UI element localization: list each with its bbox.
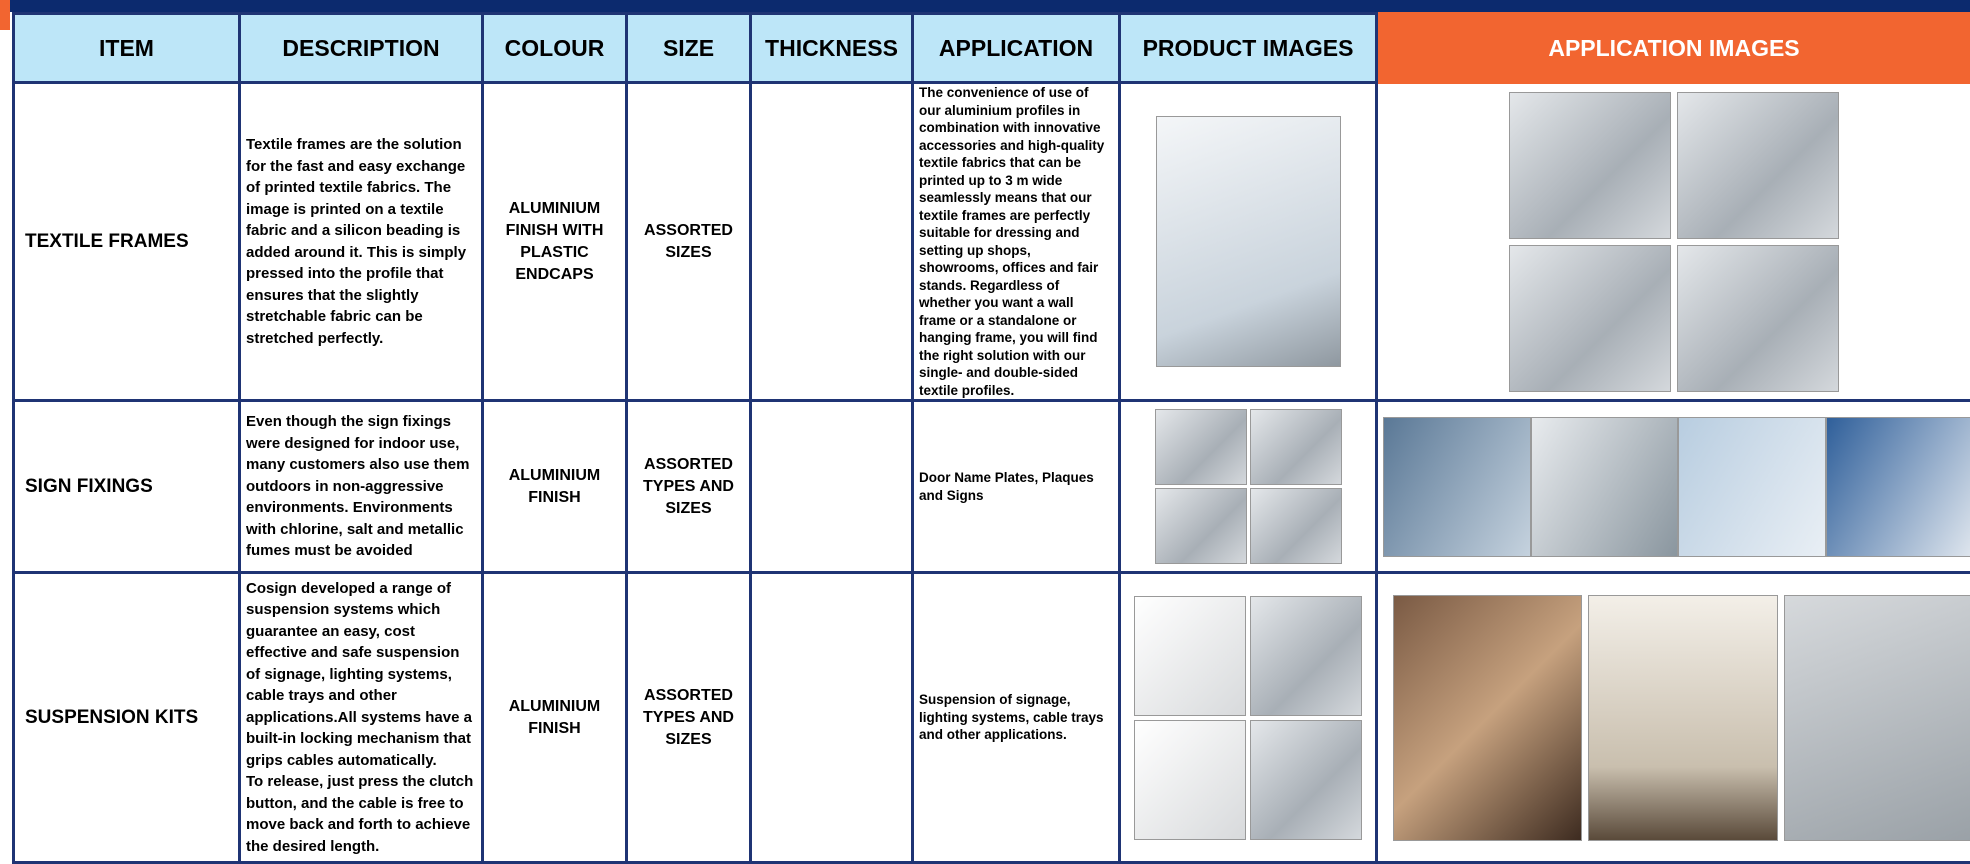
thickness — [751, 83, 913, 401]
application-image — [1393, 595, 1582, 841]
product-image — [1156, 116, 1341, 367]
row: SIGN FIXINGS Even though the sign fixing… — [14, 401, 1970, 573]
product-image — [1250, 488, 1342, 564]
application-image — [1509, 92, 1671, 239]
row: TEXTILE FRAMES Textile frames are the so… — [14, 83, 1970, 401]
application-image — [1383, 417, 1531, 557]
description: Textile frames are the solution for the … — [240, 83, 483, 401]
header-cell: APPLICATION IMAGES — [1377, 14, 1970, 83]
header-cell: ITEM — [14, 14, 240, 83]
application-image — [1784, 595, 1970, 841]
application-image — [1677, 245, 1839, 392]
description: Even though the sign fixings were design… — [240, 401, 483, 573]
application-images — [1377, 401, 1970, 573]
application-image — [1531, 417, 1679, 557]
item: SUSPENSION KITS — [14, 573, 240, 863]
colour: ALUMINIUM FINISH — [483, 401, 627, 573]
header-cell: DESCRIPTION — [240, 14, 483, 83]
product-table: ITEM DESCRIPTION COLOUR SIZE THICKNESS A… — [12, 12, 1970, 864]
application-image — [1677, 92, 1839, 239]
row: SUSPENSION KITS Cosign developed a range… — [14, 573, 1970, 863]
header-cell: PRODUCT IMAGES — [1120, 14, 1377, 83]
item: TEXTILE FRAMES — [14, 83, 240, 401]
product-images — [1120, 573, 1377, 863]
size: ASSORTED TYPES AND SIZES — [627, 573, 751, 863]
product-image — [1155, 488, 1247, 564]
size: ASSORTED TYPES AND SIZES — [627, 401, 751, 573]
header-row: ITEM DESCRIPTION COLOUR SIZE THICKNESS A… — [14, 14, 1970, 83]
product-images — [1120, 83, 1377, 401]
product-image — [1155, 409, 1247, 485]
size: ASSORTED SIZES — [627, 83, 751, 401]
thickness — [751, 573, 913, 863]
product-image — [1250, 409, 1342, 485]
application-images — [1377, 83, 1970, 401]
product-images — [1120, 401, 1377, 573]
product-image — [1134, 720, 1246, 840]
application-image — [1588, 595, 1777, 841]
application: The convenience of use of our aluminium … — [913, 83, 1120, 401]
application-image — [1826, 417, 1970, 557]
description: Cosign developed a range of suspension s… — [240, 573, 483, 863]
corner-accent — [0, 0, 10, 30]
colour: ALUMINIUM FINISH WITH PLASTIC ENDCAPS — [483, 83, 627, 401]
header-cell: APPLICATION — [913, 14, 1120, 83]
application-image — [1678, 417, 1826, 557]
top-bar — [0, 0, 1970, 12]
product-image — [1250, 720, 1362, 840]
header-cell: SIZE — [627, 14, 751, 83]
product-image — [1250, 596, 1362, 716]
colour: ALUMINIUM FINISH — [483, 573, 627, 863]
item: SIGN FIXINGS — [14, 401, 240, 573]
thickness — [751, 401, 913, 573]
product-image — [1134, 596, 1246, 716]
header-cell: COLOUR — [483, 14, 627, 83]
application-images — [1377, 573, 1970, 863]
application: Door Name Plates, Plaques and Signs — [913, 401, 1120, 573]
application-image — [1509, 245, 1671, 392]
application: Suspension of signage, lighting systems,… — [913, 573, 1120, 863]
header-cell: THICKNESS — [751, 14, 913, 83]
